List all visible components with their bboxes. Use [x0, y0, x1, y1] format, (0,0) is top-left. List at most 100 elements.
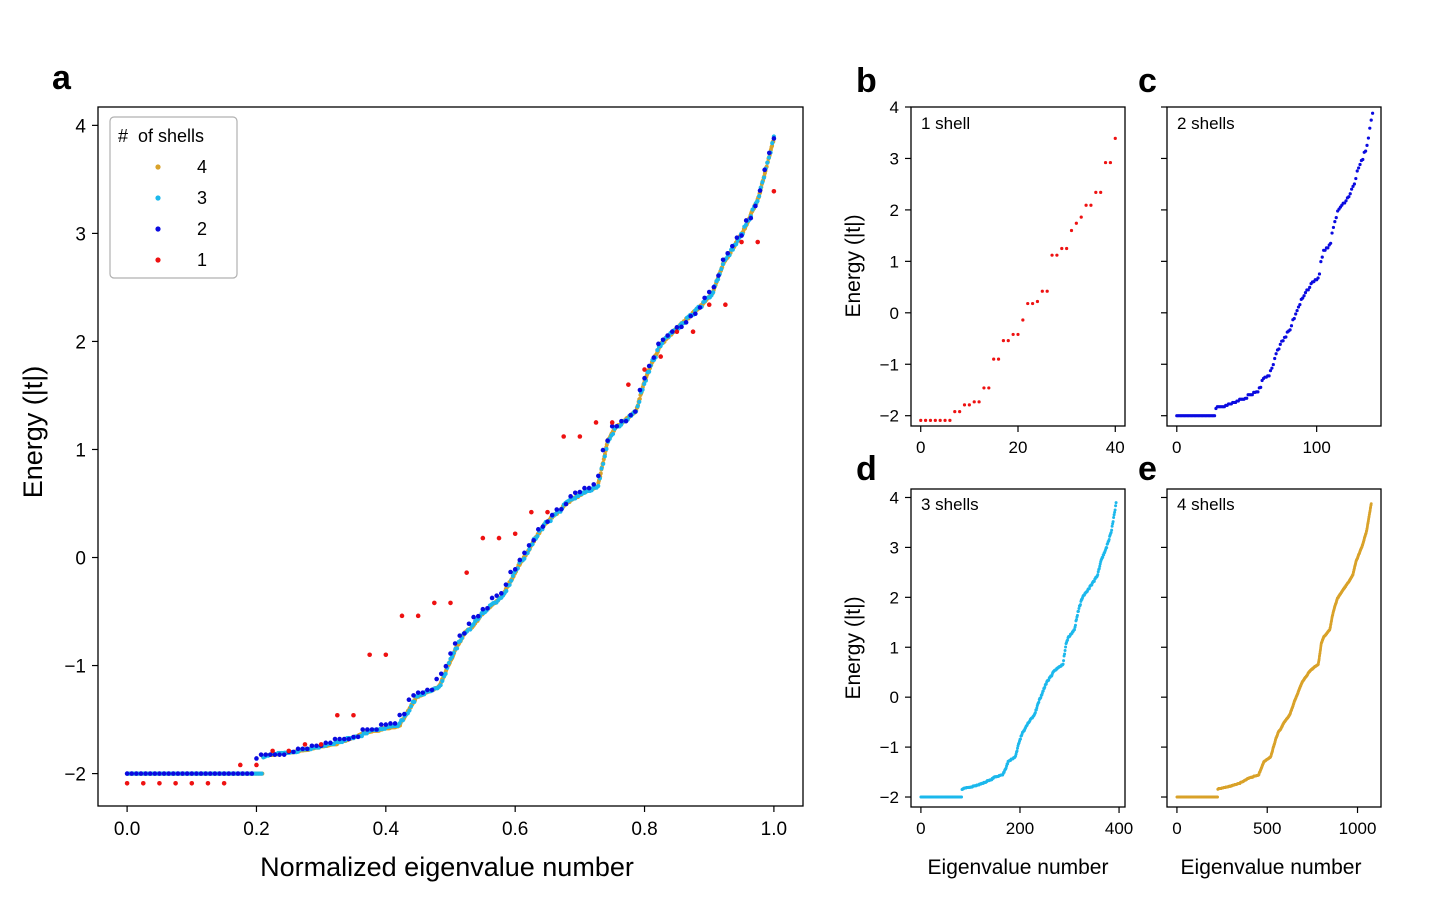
- data-point-2-shells: [448, 651, 453, 656]
- data-point-2-shells: [180, 771, 185, 776]
- data-point-2-shells: [1278, 342, 1282, 346]
- data-point-3-shells: [1097, 567, 1101, 571]
- data-point-2-shells: [651, 355, 657, 360]
- data-point-2-shells: [1270, 366, 1274, 370]
- data-point-2-shells: [1354, 176, 1358, 181]
- data-point-3-shells: [599, 466, 604, 471]
- data-point-3-shells: [766, 155, 772, 160]
- x-tick-label: 0.8: [631, 819, 657, 840]
- data-point-2-shells: [591, 482, 597, 487]
- data-point-1-shell: [755, 239, 761, 245]
- legend-label-3: 3: [197, 188, 207, 208]
- data-point-3-shells: [443, 671, 448, 676]
- data-point-1-shell: [1065, 246, 1069, 251]
- data-point-3-shells: [1109, 531, 1113, 535]
- data-point-2-shells: [346, 736, 352, 742]
- data-point-1-shell: [972, 400, 976, 404]
- data-point-1-shell: [987, 386, 991, 390]
- panel-d: 0 200 400 −2 −1 0 1 2 3 4 3 shells Eigenvalue num…: [842, 488, 1133, 879]
- data-point-1-shell: [432, 600, 437, 606]
- data-point-1-shell: [1084, 203, 1088, 207]
- data-point-2-shells: [184, 771, 190, 776]
- data-point-2-shells: [1271, 362, 1275, 367]
- data-point-3-shells: [504, 588, 509, 594]
- legend: # of shells 4 3 2 1: [109, 116, 238, 279]
- x-tick-label: 1.0: [761, 819, 787, 840]
- panel-e-xlabel: Eigenvalue number: [1181, 856, 1362, 879]
- data-point-2-shells: [605, 438, 610, 443]
- data-point-2-shells: [771, 136, 777, 141]
- data-point-2-shells: [1344, 199, 1348, 203]
- data-point-2-shells: [489, 595, 495, 601]
- data-point-2-shells: [545, 519, 550, 525]
- data-point-1-shell: [335, 712, 340, 718]
- data-point-3-shells: [719, 266, 724, 272]
- data-point-3-shells: [510, 573, 515, 578]
- data-point-3-shells: [765, 160, 770, 165]
- data-point-1-shell: [1006, 338, 1010, 343]
- data-point-1-shell: [642, 367, 647, 372]
- data-point-3-shells: [1039, 696, 1043, 700]
- data-point-2-shells: [1331, 225, 1336, 230]
- panel-a-points: [124, 134, 777, 786]
- data-point-2-shells: [582, 485, 587, 491]
- panel-d-ticks: 0 200 400 −2 −1 0 1 2 3 4: [880, 488, 1134, 838]
- x-tick-label: 40: [1106, 438, 1125, 457]
- data-point-1-shell: [1050, 253, 1054, 257]
- data-point-2-shells: [175, 771, 181, 776]
- data-point-2-shells: [309, 743, 315, 749]
- data-point-1-shell: [928, 418, 933, 422]
- panel-letter-a: a: [52, 59, 72, 97]
- panel-b-points: [919, 136, 1117, 422]
- data-point-2-shells: [1323, 248, 1327, 252]
- data-point-2-shells: [462, 631, 467, 636]
- data-point-1-shell: [674, 329, 680, 335]
- data-point-2-shells: [522, 550, 527, 556]
- data-point-1-shell: [958, 409, 962, 414]
- panel-c-frame: [1166, 106, 1382, 427]
- data-point-2-shells: [503, 582, 509, 587]
- data-point-2-shells: [494, 593, 500, 598]
- data-point-2-shells: [378, 722, 384, 727]
- y-tick-label: −2: [64, 765, 86, 786]
- data-point-3-shells: [1064, 645, 1068, 649]
- data-point-1-shell: [962, 403, 967, 407]
- data-point-2-shells: [609, 423, 615, 429]
- data-point-2-shells: [1295, 308, 1299, 313]
- data-point-2-shells: [134, 771, 139, 776]
- data-point-2-shells: [480, 606, 486, 612]
- panel-d-frame: [910, 488, 1126, 808]
- data-point-2-shells: [351, 734, 356, 740]
- x-tick-label: 200: [1006, 819, 1034, 838]
- data-point-2-shells: [1292, 316, 1296, 321]
- data-point-3-shells: [1037, 700, 1041, 704]
- legend-marker-4: [155, 164, 161, 170]
- data-point-1-shell: [1055, 253, 1059, 257]
- y-tick-label: −2: [880, 407, 899, 426]
- data-point-1-shell: [124, 781, 130, 786]
- data-point-2-shells: [596, 473, 601, 479]
- data-point-3-shells: [750, 207, 755, 212]
- data-point-3-shells: [1101, 555, 1105, 559]
- data-point-2-shells: [669, 329, 675, 334]
- y-tick-label: 3: [890, 149, 899, 168]
- data-point-2-shells: [660, 337, 666, 343]
- data-point-2-shells: [332, 736, 338, 742]
- data-point-1-shell: [938, 418, 942, 422]
- data-point-1-shell: [1069, 228, 1074, 233]
- data-point-2-shells: [1365, 143, 1369, 147]
- data-point-2-shells: [1317, 272, 1322, 276]
- data-point-2-shells: [291, 749, 296, 755]
- data-point-1-shell: [140, 781, 146, 786]
- y-tick-label: −2: [880, 788, 899, 807]
- data-point-3-shells: [412, 699, 417, 704]
- legend-box: [109, 116, 238, 279]
- data-point-1-shell: [286, 748, 292, 754]
- data-point-2-shells: [189, 771, 195, 776]
- y-tick-label: 0: [75, 549, 86, 570]
- data-point-1-shell: [302, 742, 308, 747]
- data-point-3-shells: [635, 404, 640, 409]
- data-point-3-shells: [757, 194, 762, 199]
- data-point-3-shells: [1110, 524, 1114, 528]
- data-point-2-shells: [554, 507, 560, 512]
